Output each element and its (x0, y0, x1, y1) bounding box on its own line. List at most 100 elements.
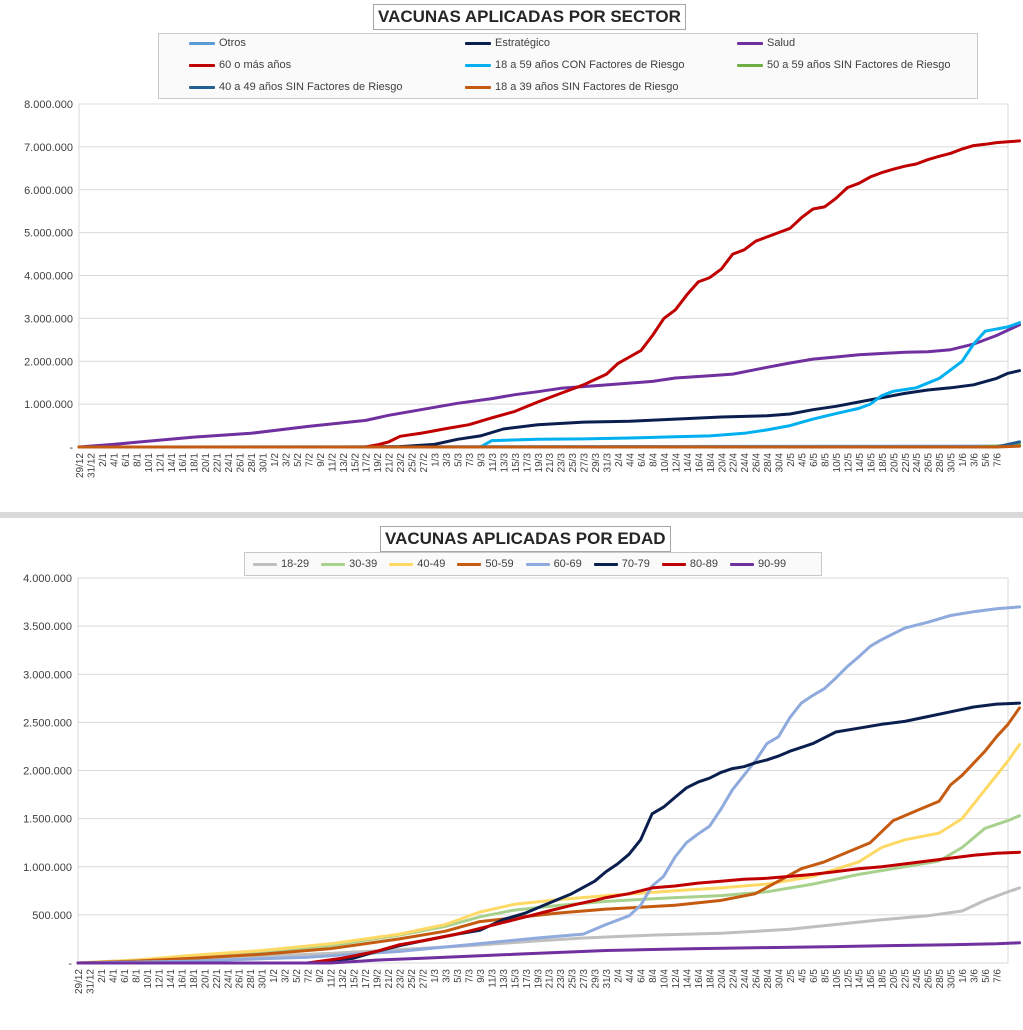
x-tick-label: 12/1 (155, 453, 166, 473)
y-tick-label: 2.000.000 (23, 766, 72, 778)
legend-swatch (253, 562, 277, 566)
x-tick-label: 21/3 (545, 453, 556, 473)
series-line-50-59 (76, 706, 1021, 965)
x-tick-label: 23/2 (395, 969, 406, 989)
x-tick-label: 18/4 (706, 453, 717, 473)
x-tick-label: 23/2 (396, 453, 407, 473)
x-tick-label: 19/3 (534, 453, 545, 473)
x-tick-label: 7/6 (993, 453, 1004, 467)
x-tick-label: 28/1 (247, 453, 258, 473)
legend-label: 40 a 49 años SIN Factores de Riesgo (219, 81, 403, 93)
x-tick-label: 5/3 (453, 969, 464, 983)
legend-item: 60-69 (525, 558, 582, 570)
legend-swatch (189, 41, 215, 45)
x-tick-label: 23/3 (557, 453, 568, 473)
x-tick-label: 6/4 (637, 453, 648, 467)
x-tick-label: 28/4 (763, 969, 774, 989)
legend-swatch (737, 63, 763, 67)
legend-label: 50-59 (485, 558, 514, 570)
y-tick-label: - (69, 442, 73, 454)
x-tick-label: 24/1 (223, 969, 234, 989)
x-tick-label: 3/2 (281, 969, 292, 983)
x-tick-label: 3/6 (970, 969, 981, 983)
legend-sector: Otros Estratégico Salud 60 o más años 18 a 5… (158, 33, 978, 99)
x-tick-label: 20/4 (717, 453, 728, 473)
series-line-18-a-39-a-os-sin-factores-de-riesgo (77, 444, 1021, 449)
x-tick-label: 29/3 (591, 453, 602, 473)
x-tick-label: 27/3 (579, 969, 590, 989)
x-tick-label: 7/2 (304, 969, 315, 983)
legend-swatch (525, 562, 550, 566)
x-tick-label: 25/2 (408, 453, 419, 473)
x-tick-label: 24/4 (740, 453, 751, 473)
legend-label: 40-49 (417, 558, 446, 570)
legend-label: 18 a 59 años CON Factores de Riesgo (495, 59, 685, 71)
legend-label: 80-89 (689, 558, 718, 570)
y-tick-label: 3.000.000 (24, 313, 73, 325)
x-tick-label: 29/12 (74, 969, 85, 994)
x-tick-label: 7/3 (464, 969, 475, 983)
legend-swatch (593, 562, 618, 566)
legend-label: Salud (767, 37, 796, 49)
line-chart-sector: - 1.000.000 2.000.000 3.000.000 4.000.000 5.0… (24, 99, 1021, 478)
x-tick-label: 21/2 (385, 453, 396, 473)
y-tick-label: - (68, 958, 72, 970)
x-tick-label: 26/5 (924, 453, 935, 473)
x-tick-label: 22/1 (212, 969, 223, 989)
x-tick-label: 12/5 (843, 453, 854, 473)
x-tick-label: 16/1 (177, 969, 188, 989)
legend-label: 60 o más años (219, 59, 292, 71)
chart-panel-sector: VACUNAS APLICADAS POR SECTOR Otros Estrat… (0, 0, 1023, 512)
legend-label: 90-99 (757, 558, 787, 570)
chart-title-edad: VACUNAS APLICADAS POR EDAD (380, 526, 671, 552)
x-tick-label: 13/3 (499, 453, 510, 473)
legend-item: Estratégico (465, 37, 550, 49)
x-tick-label: 2/1 (98, 453, 109, 467)
x-tick-label: 21/2 (384, 969, 395, 989)
y-tick-label: 2.500.000 (23, 717, 72, 729)
y-tick-label: 4.000.000 (24, 271, 73, 283)
legend-swatch (465, 85, 491, 89)
x-tick-label: 17/2 (362, 453, 373, 473)
legend-label: 70-79 (621, 558, 650, 570)
legend-item: 18 a 39 años SIN Factores de Riesgo (465, 81, 678, 93)
x-tick-label: 14/4 (683, 453, 694, 473)
x-tick-label: 4/4 (625, 969, 636, 983)
legend-item: 90-99 (729, 558, 787, 570)
x-tick-label: 21/3 (545, 969, 556, 989)
legend-item: Otros (189, 37, 246, 49)
x-tick-label: 29/3 (591, 969, 602, 989)
series-line-70-79 (76, 701, 1021, 965)
chart-title-sector: VACUNAS APLICADAS POR SECTOR (373, 4, 686, 30)
series-line-60-o-m-s-a-os (77, 139, 1021, 449)
x-tick-label: 1/3 (430, 969, 441, 983)
x-tick-label: 19/3 (533, 969, 544, 989)
x-tick-label: 15/2 (350, 453, 361, 473)
x-tick-label: 26/4 (751, 969, 762, 989)
x-tick-label: 3/6 (970, 453, 981, 467)
legend-item: 70-79 (593, 558, 650, 570)
series-line-18-a-59-a-os-con-factores-de-riesgo (77, 321, 1021, 449)
x-tick-label: 17/3 (522, 453, 533, 473)
x-tick-label: 20/1 (200, 969, 211, 989)
x-tick-label: 2/5 (786, 453, 797, 467)
series-line-80-89 (76, 850, 1021, 965)
x-tick-label: 27/2 (418, 969, 429, 989)
x-tick-label: 2/1 (97, 969, 108, 983)
x-tick-label: 16/1 (178, 453, 189, 473)
x-tick-label: 15/2 (350, 969, 361, 989)
x-tick-label: 26/1 (236, 453, 247, 473)
x-tick-label: 25/3 (568, 969, 579, 989)
x-tick-label: 10/1 (143, 969, 154, 989)
x-tick-label: 1/2 (270, 453, 281, 467)
line-chart-edad: - 500.000 1.000.000 1.500.000 2.000.000 2.500… (23, 573, 1021, 994)
series-line-60-69 (76, 605, 1021, 965)
x-tick-label: 8/5 (820, 453, 831, 467)
x-tick-label: 11/2 (327, 969, 338, 988)
x-tick-label: 4/4 (626, 453, 637, 467)
x-tick-label: 4/5 (797, 969, 808, 983)
x-tick-label: 16/5 (866, 969, 877, 989)
x-tick-label: 20/5 (889, 969, 900, 989)
x-tick-label: 9/3 (476, 453, 487, 467)
x-tick-label: 19/2 (373, 453, 384, 473)
